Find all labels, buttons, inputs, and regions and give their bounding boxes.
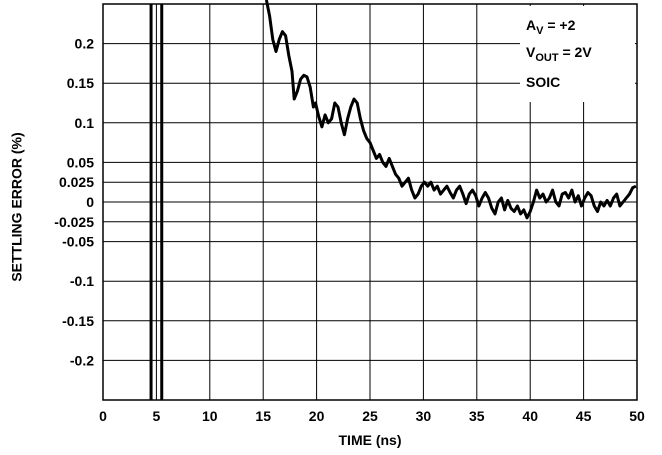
annotation-gain: AV = +2 (526, 17, 576, 37)
plot-frame (102, 3, 638, 401)
settling-error-line (264, 0, 637, 220)
x-tick-label: 0 (99, 408, 107, 424)
x-tick-label: 25 (362, 408, 378, 424)
annotation-package: SOIC (526, 74, 560, 90)
y-tick-label: 0.1 (75, 115, 95, 131)
x-tick-label: 5 (153, 408, 161, 424)
y-tick-label: -0.025 (54, 214, 94, 230)
annotation-main: V (526, 44, 536, 60)
annotation-main: A (526, 17, 536, 33)
annotation-main: SOIC (526, 74, 560, 90)
annotation-value: = +2 (543, 17, 575, 33)
x-tick-labels: 0 5 10 15 20 25 30 35 40 45 50 (99, 408, 645, 424)
y-axis-title: SETTLING ERROR (%) (9, 132, 25, 281)
y-tick-label: -0.05 (62, 234, 94, 250)
y-tick-label: 0.2 (75, 36, 95, 52)
x-tick-label: 35 (469, 408, 485, 424)
y-tick-label: -0.1 (70, 273, 94, 289)
vertical-markers (149, 4, 164, 400)
annotation-vout: VOUT = 2V (526, 44, 592, 64)
y-tick-label: 0.15 (67, 75, 94, 91)
annotation-subscript: V (536, 25, 544, 37)
y-tick-label: 0 (86, 194, 94, 210)
x-tick-label: 30 (416, 408, 432, 424)
y-tick-label: -0.2 (70, 352, 94, 368)
x-tick-label: 15 (255, 408, 271, 424)
x-tick-label: 40 (522, 408, 538, 424)
annotation-box (520, 6, 635, 102)
x-tick-label: 10 (202, 408, 218, 424)
annotation-value: = 2V (559, 44, 593, 60)
y-tick-label: -0.15 (62, 313, 94, 329)
annotation-subscript: OUT (535, 52, 559, 64)
x-tick-label: 45 (576, 408, 592, 424)
y-tick-label: 0.025 (59, 174, 94, 190)
y-tick-label: 0.05 (67, 154, 94, 170)
y-tick-labels: 0.2 0.15 0.1 0.05 0.025 0 -0.025 -0.05 -0.1 -0.15… (54, 36, 94, 369)
x-tick-label: 50 (629, 408, 645, 424)
x-tick-label: 20 (309, 408, 325, 424)
series-layer (264, 0, 637, 220)
x-axis-title: TIME (ns) (339, 432, 402, 448)
